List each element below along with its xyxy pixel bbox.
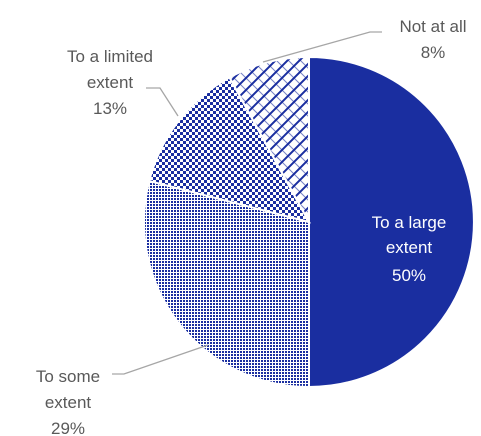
leader-line-2 <box>146 87 179 117</box>
slice-label-2: To a limited <box>67 47 153 66</box>
pie-slice-0 <box>308 55 475 389</box>
pie-slice-2 <box>147 76 311 224</box>
slice-value-label-2: 13% <box>93 99 127 118</box>
slice-label-line2-1: extent <box>45 393 92 412</box>
slice-label-1: To some <box>36 367 100 386</box>
slice-label-0: To a large <box>372 213 447 232</box>
slice-value-label-1: 29% <box>51 419 85 436</box>
slice-label-line2-2: extent <box>87 73 134 92</box>
slice-value-label-3: 8% <box>421 43 446 62</box>
leader-line-3 <box>262 31 382 63</box>
slice-value-label-0: 50% <box>392 266 426 285</box>
slice-label-3: Not at all <box>399 17 466 36</box>
slice-label-line2-0: extent <box>386 238 433 257</box>
leader-line-1 <box>112 344 209 375</box>
pie-slice-3 <box>228 55 310 223</box>
pie-slice-1 <box>143 179 310 389</box>
